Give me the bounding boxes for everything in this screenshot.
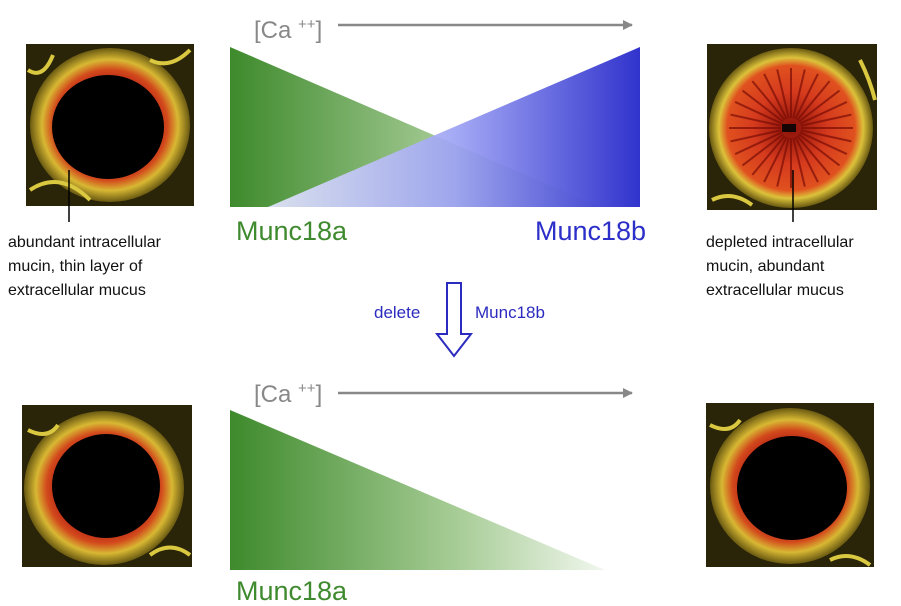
airway-section-bottom-left (22, 405, 192, 567)
munc18a-label-top: Munc18a (236, 216, 348, 246)
caption-right: depleted intracellular mucin, abundant e… (706, 234, 858, 299)
airway-section-top-right (707, 44, 877, 210)
delete-label: delete (374, 303, 420, 322)
munc18b-wedge-top (268, 47, 640, 207)
caption-left: abundant intracellular mucin, thin layer… (8, 234, 165, 299)
delete-target-label: Munc18b (475, 303, 545, 322)
delete-arrow (434, 282, 474, 358)
munc18a-label-bottom: Munc18a (236, 576, 348, 606)
munc18b-label-top: Munc18b (535, 216, 646, 246)
ca-label-bottom: [Ca ++] (254, 380, 322, 408)
munc18a-wedge-bottom (230, 410, 605, 570)
airway-section-top-left (26, 44, 194, 206)
airway-section-bottom-right (706, 403, 874, 567)
ca-label-top: [Ca ++] (254, 16, 322, 44)
